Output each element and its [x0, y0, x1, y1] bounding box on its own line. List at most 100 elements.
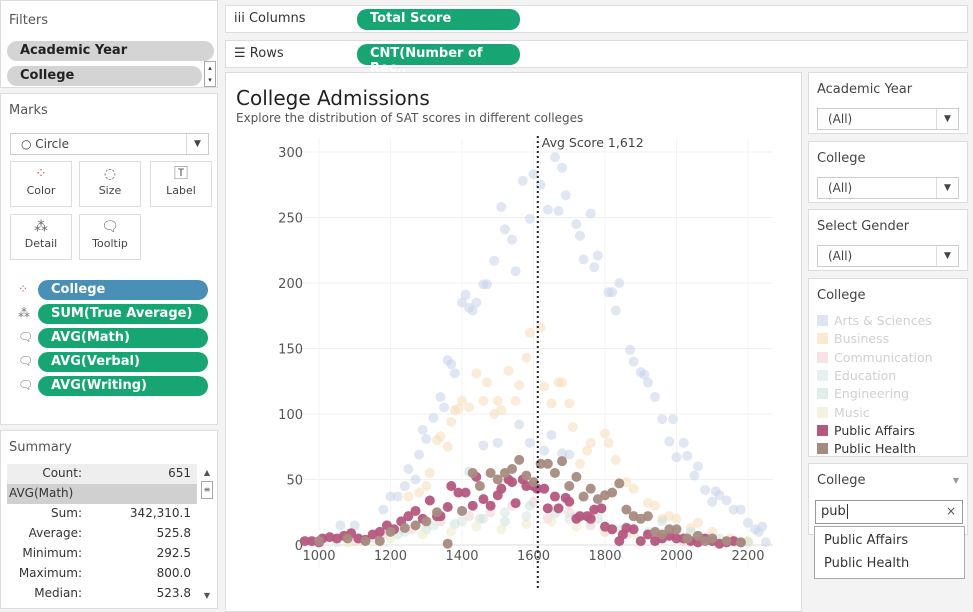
data-point-business[interactable] [503, 365, 514, 376]
data-point-public-health[interactable] [374, 536, 385, 547]
data-point-arts-sciences[interactable] [578, 254, 589, 265]
data-point-arts-sciences[interactable] [743, 517, 753, 528]
data-point-arts-sciences[interactable] [760, 537, 771, 548]
data-point-arts-sciences[interactable] [471, 297, 482, 308]
legend-item-engineering[interactable]: Engineering [817, 386, 909, 404]
data-point-public-affairs[interactable] [607, 524, 618, 535]
data-point-arts-sciences[interactable] [403, 464, 414, 475]
data-point-business[interactable] [600, 428, 610, 439]
data-point-arts-sciences[interactable] [542, 204, 553, 215]
data-point-public-health[interactable] [399, 522, 410, 533]
data-point-public-health[interactable] [564, 481, 575, 492]
data-point-arts-sciences[interactable] [628, 356, 639, 367]
data-point-arts-sciences[interactable] [428, 412, 439, 423]
data-point-business[interactable] [482, 377, 493, 388]
data-point-business[interactable] [671, 513, 682, 524]
data-point-public-health[interactable] [314, 536, 324, 547]
data-point-music[interactable] [446, 526, 457, 537]
data-point-public-affairs[interactable] [299, 536, 310, 547]
data-point-business[interactable] [471, 368, 482, 379]
data-point-arts-sciences[interactable] [642, 377, 653, 388]
data-point-public-affairs[interactable] [478, 494, 489, 505]
data-point-engineering[interactable] [657, 516, 668, 527]
data-point-business[interactable] [603, 437, 614, 448]
data-point-public-affairs[interactable] [460, 487, 471, 498]
data-point-engineering[interactable] [743, 537, 753, 548]
legend-item-public-health[interactable]: Public Health [817, 441, 916, 459]
data-point-arts-sciences[interactable] [714, 490, 725, 501]
data-point-engineering[interactable] [592, 513, 603, 524]
data-point-arts-sciences[interactable] [564, 449, 575, 460]
data-point-business[interactable] [492, 395, 503, 406]
data-point-arts-sciences[interactable] [524, 437, 535, 448]
data-point-business[interactable] [650, 500, 661, 511]
data-point-arts-sciences[interactable] [667, 414, 678, 425]
data-point-public-health[interactable] [607, 487, 618, 498]
filter-college[interactable]: College [7, 66, 202, 86]
data-point-business[interactable] [453, 403, 464, 414]
data-point-public-health[interactable] [735, 537, 746, 548]
data-point-arts-sciences[interactable] [467, 305, 478, 316]
data-point-public-health[interactable] [442, 538, 453, 549]
field-avg-verbal[interactable]: AVG(Verbal) [38, 352, 208, 372]
data-point-public-health[interactable] [614, 478, 625, 489]
data-point-arts-sciences[interactable] [399, 481, 410, 492]
data-point-business[interactable] [510, 395, 521, 406]
data-point-arts-sciences[interactable] [549, 152, 560, 163]
data-point-arts-sciences[interactable] [571, 219, 582, 230]
legend-item-public-affairs[interactable]: Public Affairs [817, 423, 915, 441]
data-point-public-health[interactable] [671, 524, 682, 535]
field-college[interactable]: College [38, 280, 208, 300]
field-avg-writing[interactable]: AVG(Writing) [38, 376, 208, 396]
data-point-public-affairs[interactable] [453, 487, 464, 498]
data-point-business[interactable] [464, 402, 475, 413]
data-point-arts-sciences[interactable] [528, 169, 539, 180]
data-point-arts-sciences[interactable] [335, 520, 346, 531]
data-point-business[interactable] [424, 467, 435, 478]
data-point-arts-sciences[interactable] [460, 289, 471, 300]
data-point-engineering[interactable] [474, 513, 485, 524]
data-point-arts-sciences[interactable] [639, 369, 650, 380]
data-point-arts-sciences[interactable] [492, 437, 503, 448]
data-point-public-health[interactable] [642, 511, 653, 522]
data-point-arts-sciences[interactable] [482, 279, 493, 290]
data-point-arts-sciences[interactable] [610, 305, 621, 316]
scatter-chart[interactable]: 0 50 100 150 200 250 300 1000 1200 1400 1600 1800 20… [225, 130, 802, 609]
data-point-arts-sciences[interactable] [385, 491, 396, 502]
data-point-public-health[interactable] [457, 505, 467, 516]
data-point-public-affairs[interactable] [446, 481, 457, 492]
data-point-public-affairs[interactable] [671, 533, 682, 544]
data-point-education[interactable] [499, 507, 510, 518]
field-avg-math[interactable]: AVG(Math) [38, 328, 208, 348]
data-point-public-health[interactable] [542, 458, 553, 469]
data-point-music[interactable] [417, 529, 428, 540]
data-point-arts-sciences[interactable] [707, 496, 718, 507]
data-point-public-affairs[interactable] [564, 496, 575, 507]
data-point-business[interactable] [521, 352, 532, 363]
data-point-public-health[interactable] [431, 507, 442, 518]
legend-item-business[interactable]: Business [817, 331, 889, 349]
data-point-business[interactable] [535, 322, 546, 333]
data-point-arts-sciences[interactable] [507, 234, 518, 245]
data-point-arts-sciences[interactable] [700, 484, 711, 495]
data-point-music[interactable] [471, 521, 482, 532]
data-point-arts-sciences[interactable] [349, 520, 360, 531]
data-point-arts-sciences[interactable] [678, 437, 689, 448]
data-point-business[interactable] [421, 481, 432, 492]
data-point-public-health[interactable] [421, 516, 432, 527]
data-point-business[interactable] [585, 437, 596, 448]
data-point-arts-sciences[interactable] [524, 213, 535, 224]
data-point-arts-sciences[interactable] [650, 391, 661, 402]
data-point-public-health[interactable] [664, 524, 675, 535]
data-point-arts-sciences[interactable] [489, 255, 500, 266]
data-point-business[interactable] [557, 377, 568, 388]
data-point-arts-sciences[interactable] [721, 495, 732, 506]
data-point-business[interactable] [582, 445, 593, 456]
data-point-arts-sciences[interactable] [510, 266, 521, 277]
filters-scrollbar[interactable]: ▴ ▾ [204, 61, 216, 87]
data-point-arts-sciences[interactable] [414, 449, 425, 460]
legend-item-education[interactable]: Education [817, 368, 896, 386]
data-point-arts-sciences[interactable] [671, 452, 682, 463]
data-point-engineering[interactable] [499, 516, 510, 527]
data-point-arts-sciences[interactable] [392, 491, 403, 502]
